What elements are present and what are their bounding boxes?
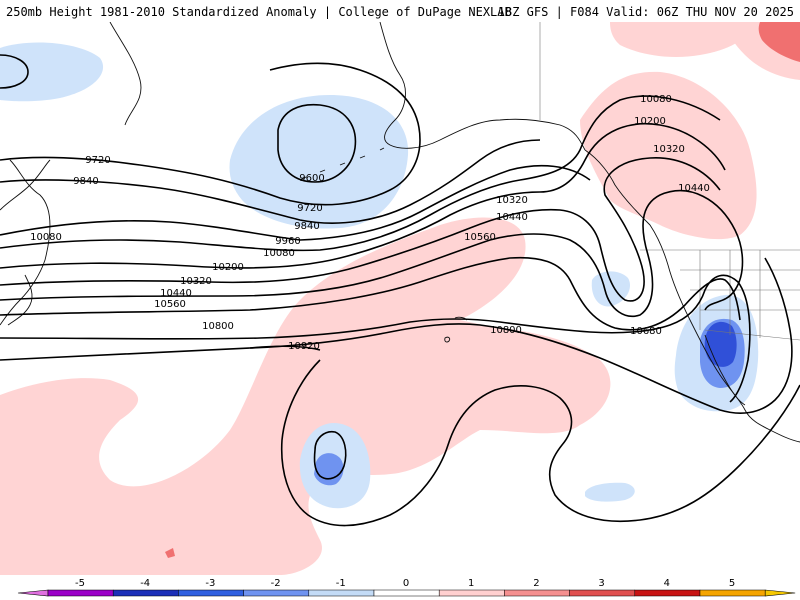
contour-label: 10320 xyxy=(180,276,212,287)
colorbar-swatch xyxy=(243,589,310,597)
colorbar-tick-label: 2 xyxy=(533,578,539,589)
colorbar-tick-label: 1 xyxy=(468,578,474,589)
contour-label: 10080 xyxy=(263,248,295,259)
contour-9960 xyxy=(0,164,591,241)
contour-label: 10560 xyxy=(154,299,186,310)
contour-label: 10080 xyxy=(640,94,672,105)
kamchatka-coast xyxy=(109,22,142,126)
contour-10200 xyxy=(0,123,726,269)
contour-10440 xyxy=(0,190,744,317)
colorbar-swatches xyxy=(17,589,796,597)
baja-coast xyxy=(704,334,746,406)
na-west-coast xyxy=(584,149,800,443)
colorbar-tick-label: -2 xyxy=(271,578,281,589)
colorbar-right-arrow xyxy=(764,589,796,597)
contour-9840 xyxy=(0,139,541,224)
political-borders xyxy=(539,22,800,341)
contour-label: 10800 xyxy=(202,321,234,332)
colorbar-swatch xyxy=(112,589,179,597)
contour-label: 10800 xyxy=(490,325,522,336)
colorbar-swatch xyxy=(308,589,375,597)
colorbar-ticks: -5 -4 -3 -2 -1 0 1 2 3 4 5 xyxy=(75,578,735,589)
header: 250mb Height 1981-2010 Standardized Anom… xyxy=(0,0,800,22)
contour-10320 xyxy=(0,157,721,302)
positive-anomaly-north-strip xyxy=(610,22,760,57)
colorbar-tick-label: 3 xyxy=(598,578,604,589)
colorbar-swatch xyxy=(178,589,244,597)
contour-label: 10200 xyxy=(634,116,666,127)
colorbar-tick-label: -4 xyxy=(140,578,150,589)
contour-10560 xyxy=(0,256,741,331)
colorbar-tick-label: 4 xyxy=(664,578,670,589)
colorbar-swatch xyxy=(634,589,701,597)
colorbar-tick-label: -1 xyxy=(336,578,346,589)
contour-10680 xyxy=(0,274,751,403)
contour-label: 10080 xyxy=(30,232,62,243)
positive-anomaly-northeast-strong xyxy=(758,22,800,62)
contour-9720 xyxy=(0,62,421,206)
contour-label: 9720 xyxy=(297,203,322,214)
contour-labels: 9600 9720 9720 9840 9840 9960 10080 1008… xyxy=(30,94,710,352)
map-canvas: 9600 9720 9720 9840 9840 9960 10080 1008… xyxy=(0,22,800,575)
contour-label: 9840 xyxy=(294,221,319,232)
colorbar-swatch xyxy=(699,589,766,597)
contour-10800 xyxy=(0,257,793,414)
negative-anomaly-south-central xyxy=(585,482,635,502)
contour-label: 9720 xyxy=(85,155,110,166)
contour-10080 xyxy=(0,95,721,252)
title-left: 250mb Height 1981-2010 Standardized Anom… xyxy=(6,5,512,19)
height-contours xyxy=(0,54,800,527)
colorbar-tick-label: -5 xyxy=(75,578,85,589)
colorbar: -5 -4 -3 -2 -1 0 1 2 3 4 5 xyxy=(17,578,796,597)
contour-low-inner xyxy=(313,430,347,480)
alaska-coast xyxy=(379,22,586,151)
contour-label: 10920 xyxy=(288,341,320,352)
colorbar-swatch xyxy=(47,589,114,597)
contour-label: 10440 xyxy=(160,288,192,299)
positive-anomaly-speck xyxy=(165,548,175,558)
contour-label: 9600 xyxy=(299,173,324,184)
contour-label: 9960 xyxy=(275,236,300,247)
coastlines xyxy=(0,22,800,443)
colorbar-swatch xyxy=(504,589,570,597)
colorbar-tick-label: 5 xyxy=(729,578,735,589)
colorbar-swatch xyxy=(438,589,505,597)
aleutians-coast xyxy=(299,147,385,181)
negative-anomaly-far-west xyxy=(0,42,104,102)
contour-label: 10440 xyxy=(678,183,710,194)
colorbar-swatch xyxy=(373,589,440,597)
asia-coast xyxy=(0,159,51,326)
contour-label: 9840 xyxy=(73,176,98,187)
negative-anomaly-gulf xyxy=(591,271,631,307)
title-right: 18Z GFS | F084 Valid: 06Z THU NOV 20 202… xyxy=(497,5,794,19)
contour-label: 10320 xyxy=(496,195,528,206)
positive-anomaly-small-west xyxy=(0,389,73,427)
colorbar-tick-label: 0 xyxy=(403,578,409,589)
contour-label: 10440 xyxy=(496,212,528,223)
contour-9600 xyxy=(277,103,357,183)
contour-10920-ring xyxy=(280,359,800,527)
border-us-mexico xyxy=(704,329,800,341)
contour-10920-main xyxy=(249,345,321,351)
colorbar-swatch xyxy=(569,589,636,597)
colorbar-left-arrow xyxy=(17,589,49,597)
contour-label: 10560 xyxy=(464,232,496,243)
contour-label: 10200 xyxy=(212,262,244,273)
colorbar-tick-label: -3 xyxy=(205,578,215,589)
positive-anomaly-subtropical xyxy=(0,217,611,575)
contour-far-west-low xyxy=(0,54,29,89)
contour-label: 10320 xyxy=(653,144,685,155)
contour-label: 10680 xyxy=(630,326,662,337)
